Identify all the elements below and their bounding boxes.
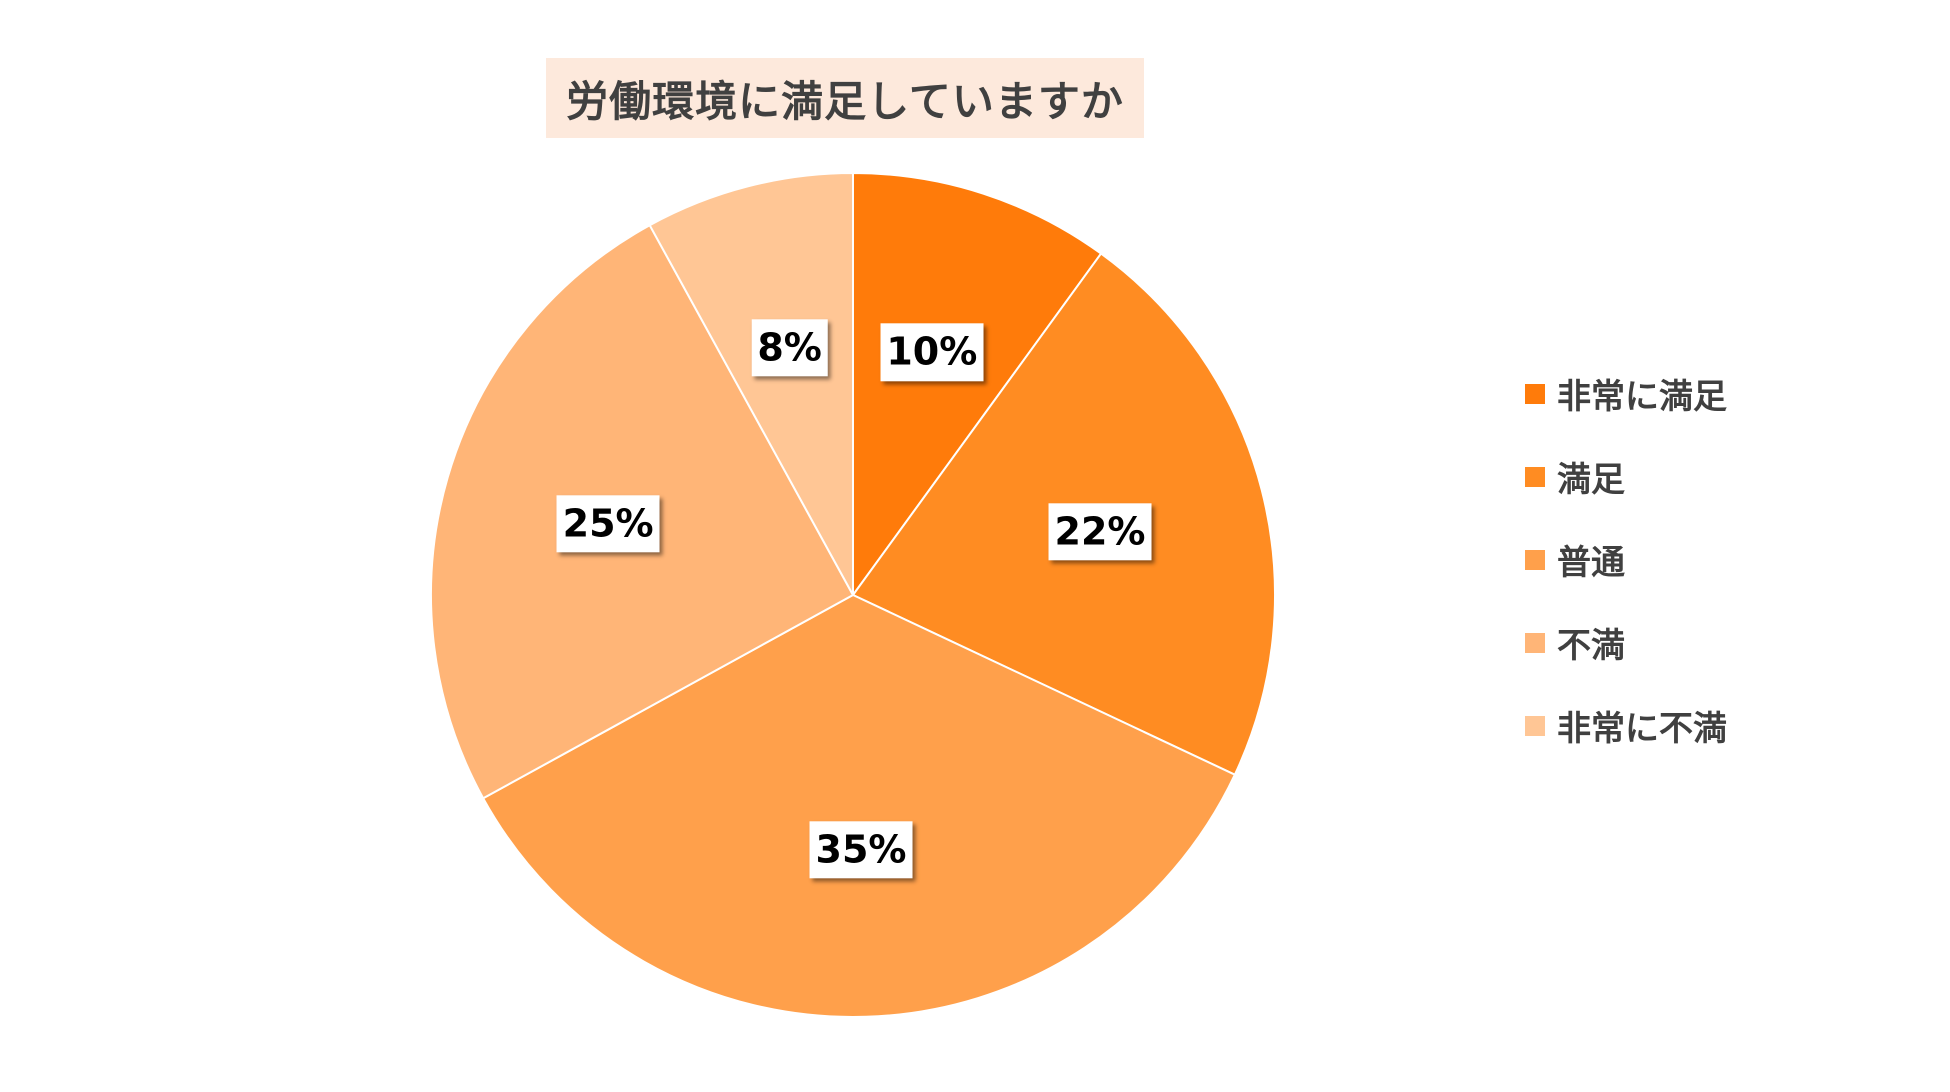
legend-item-3: 普通 <box>1525 518 1925 601</box>
legend-label-2: 満足 <box>1557 460 1625 500</box>
legend-label-4: 不満 <box>1557 626 1625 666</box>
legend: 非常に満足満足普通不満非常に不満 <box>1525 352 1925 767</box>
data-label-4: 25% <box>556 495 660 553</box>
legend-item-5: 非常に不満 <box>1525 684 1925 767</box>
legend-label-1: 非常に満足 <box>1557 377 1727 417</box>
legend-swatch-3 <box>1525 549 1545 570</box>
data-label-5: 8% <box>751 319 828 377</box>
data-label-2: 22% <box>1048 502 1152 561</box>
legend-swatch-2 <box>1525 466 1545 487</box>
pie-slice-3 <box>481 593 1237 1018</box>
legend-item-4: 不満 <box>1525 601 1925 684</box>
legend-swatch-5 <box>1525 715 1545 736</box>
legend-label-3: 普通 <box>1557 543 1625 583</box>
data-label-3: 35% <box>809 821 913 879</box>
legend-swatch-4 <box>1525 632 1545 653</box>
legend-item-2: 満足 <box>1525 435 1925 518</box>
chart-title: 労働環境に満足していますか <box>546 58 1144 138</box>
data-label-1: 10% <box>880 323 984 382</box>
pie-slice-1 <box>852 171 1103 599</box>
legend-item-1: 非常に満足 <box>1525 352 1925 435</box>
legend-swatch-1 <box>1525 383 1545 404</box>
legend-label-5: 非常に不満 <box>1557 709 1727 749</box>
pie-slice-5 <box>648 171 854 596</box>
